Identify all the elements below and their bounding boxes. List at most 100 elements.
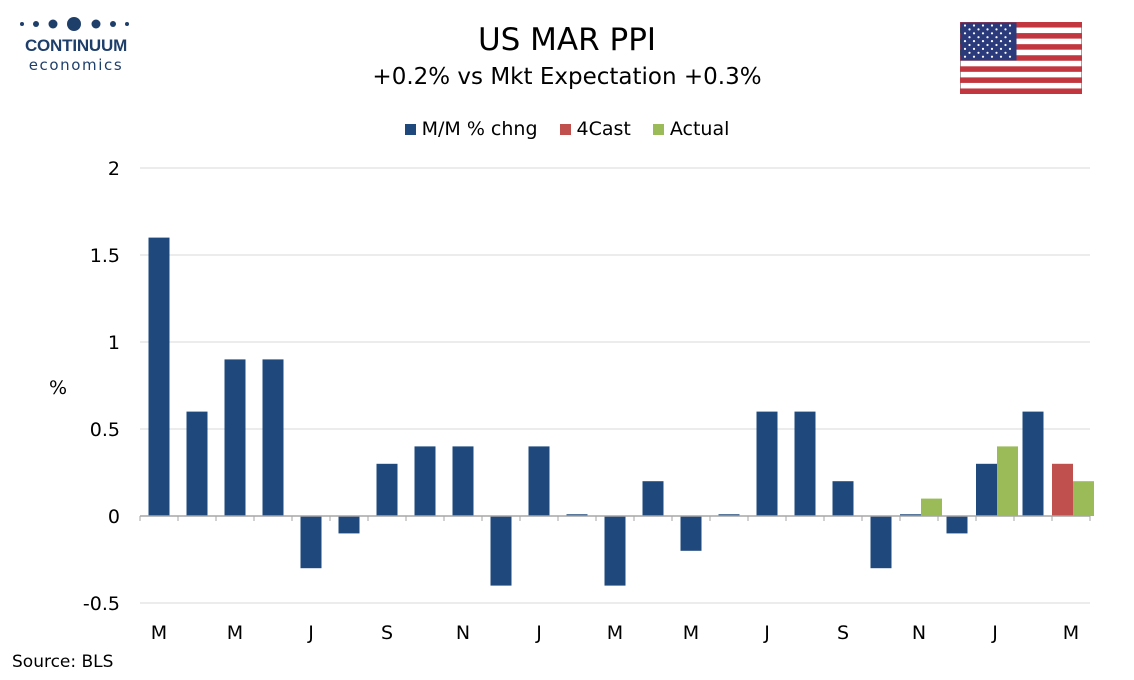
flag-star [986, 51, 989, 54]
legend-label-4cast: 4Cast [576, 118, 631, 140]
flag-star [1008, 40, 1012, 43]
flag-star [999, 47, 1003, 50]
flag-star [1008, 47, 1012, 50]
logo-brand: CONTINUUM [24, 36, 128, 55]
y-tick-label: 0.5 [90, 419, 120, 441]
x-tick-label: M [683, 622, 699, 644]
flag-star [995, 51, 998, 54]
flag-stripe [960, 88, 1082, 94]
chart-subtitle: +0.2% vs Mkt Expectation +0.3% [372, 64, 762, 90]
y-tick-label: -0.5 [83, 593, 120, 615]
bar-mm [832, 481, 854, 516]
x-tick-label: J [991, 622, 998, 644]
flag-star [990, 47, 994, 50]
y-axis-label: % [49, 377, 67, 399]
flag-stripe [960, 22, 1082, 28]
bar-mm [976, 463, 997, 516]
flag-star [977, 43, 980, 47]
flag-star [977, 51, 980, 54]
flag-star [995, 36, 998, 39]
flag-star [972, 55, 976, 58]
flag-star [968, 51, 971, 54]
bar-mm [566, 514, 588, 516]
bar-mm [900, 514, 921, 516]
bar-4cast [1052, 463, 1073, 516]
legend-item-mm: M/M % chng [404, 118, 538, 140]
legend-label-actual: Actual [669, 118, 730, 140]
x-tick-label: M [151, 622, 167, 644]
bar-actual [997, 446, 1018, 516]
flag-star [995, 43, 998, 47]
flag-star [999, 24, 1003, 27]
y-tick-label: 1.5 [90, 245, 120, 267]
x-tick-label: S [837, 622, 849, 644]
bar-mm [414, 446, 436, 516]
chart-legend: M/M % chng 4Cast Actual [0, 118, 1134, 140]
flag-star [968, 43, 971, 47]
flag-star [968, 28, 971, 31]
logo-subtext: economics [28, 56, 124, 74]
flag-star [986, 43, 989, 47]
flag-stripe [960, 33, 1082, 39]
flag-stripe [960, 44, 1082, 50]
flag-star [1008, 55, 1012, 58]
legend-item-4cast: 4Cast [559, 118, 631, 140]
bar-mm [262, 359, 284, 516]
flag-star [990, 24, 994, 27]
flag-star [972, 24, 976, 27]
flag-star [963, 55, 967, 58]
y-tick-label: 2 [108, 158, 120, 180]
flag-star [990, 55, 994, 58]
bar-mm [870, 516, 892, 569]
chart-title: US MAR PPI [477, 22, 657, 58]
flag-star [968, 36, 971, 39]
bar-mm [186, 411, 208, 516]
flag-star [999, 55, 1003, 58]
flag-star [999, 32, 1003, 35]
flag-star [963, 47, 967, 50]
x-tick-label: S [381, 622, 393, 644]
legend-swatch-mm [404, 123, 416, 135]
flag-star [972, 40, 976, 43]
x-tick-label: J [535, 622, 542, 644]
flag-star [981, 32, 985, 35]
bar-mm [756, 411, 778, 516]
flag-star [972, 47, 976, 50]
x-tick-label: J [307, 622, 314, 644]
x-tick-label: M [227, 622, 243, 644]
logo-dots-icon [20, 17, 129, 31]
flag-stripe [960, 77, 1082, 83]
legend-swatch-actual [652, 123, 664, 135]
flag-star [972, 32, 976, 35]
flag-star [1004, 28, 1007, 31]
source-note: Source: BLS [12, 652, 114, 672]
x-tick-label: J [763, 622, 770, 644]
bar-mm [1022, 411, 1044, 516]
y-tick-label: 1 [108, 332, 120, 354]
bar-mm [946, 516, 968, 534]
bar-actual [921, 498, 942, 516]
bar-mm [148, 237, 170, 516]
flag-star [981, 55, 985, 58]
x-tick-label: M [1063, 622, 1079, 644]
flag-star [963, 32, 967, 35]
flag-star [1004, 36, 1007, 39]
bar-mm [794, 411, 816, 516]
flag-star [1004, 43, 1007, 47]
bar-mm [604, 516, 626, 586]
flag-stripe [960, 66, 1082, 72]
bar-mm [224, 359, 246, 516]
bar-mm [300, 516, 322, 569]
flag-star [1008, 32, 1012, 35]
x-tick-label: N [912, 622, 926, 644]
flag-star [1008, 24, 1012, 27]
flag-star [963, 24, 967, 27]
x-tick-label: M [607, 622, 623, 644]
flag-star [990, 40, 994, 43]
flag-star [981, 47, 985, 50]
flag-star [963, 40, 967, 43]
flag-star [995, 28, 998, 31]
y-tick-label: 0 [108, 506, 120, 528]
flag-star [981, 24, 985, 27]
